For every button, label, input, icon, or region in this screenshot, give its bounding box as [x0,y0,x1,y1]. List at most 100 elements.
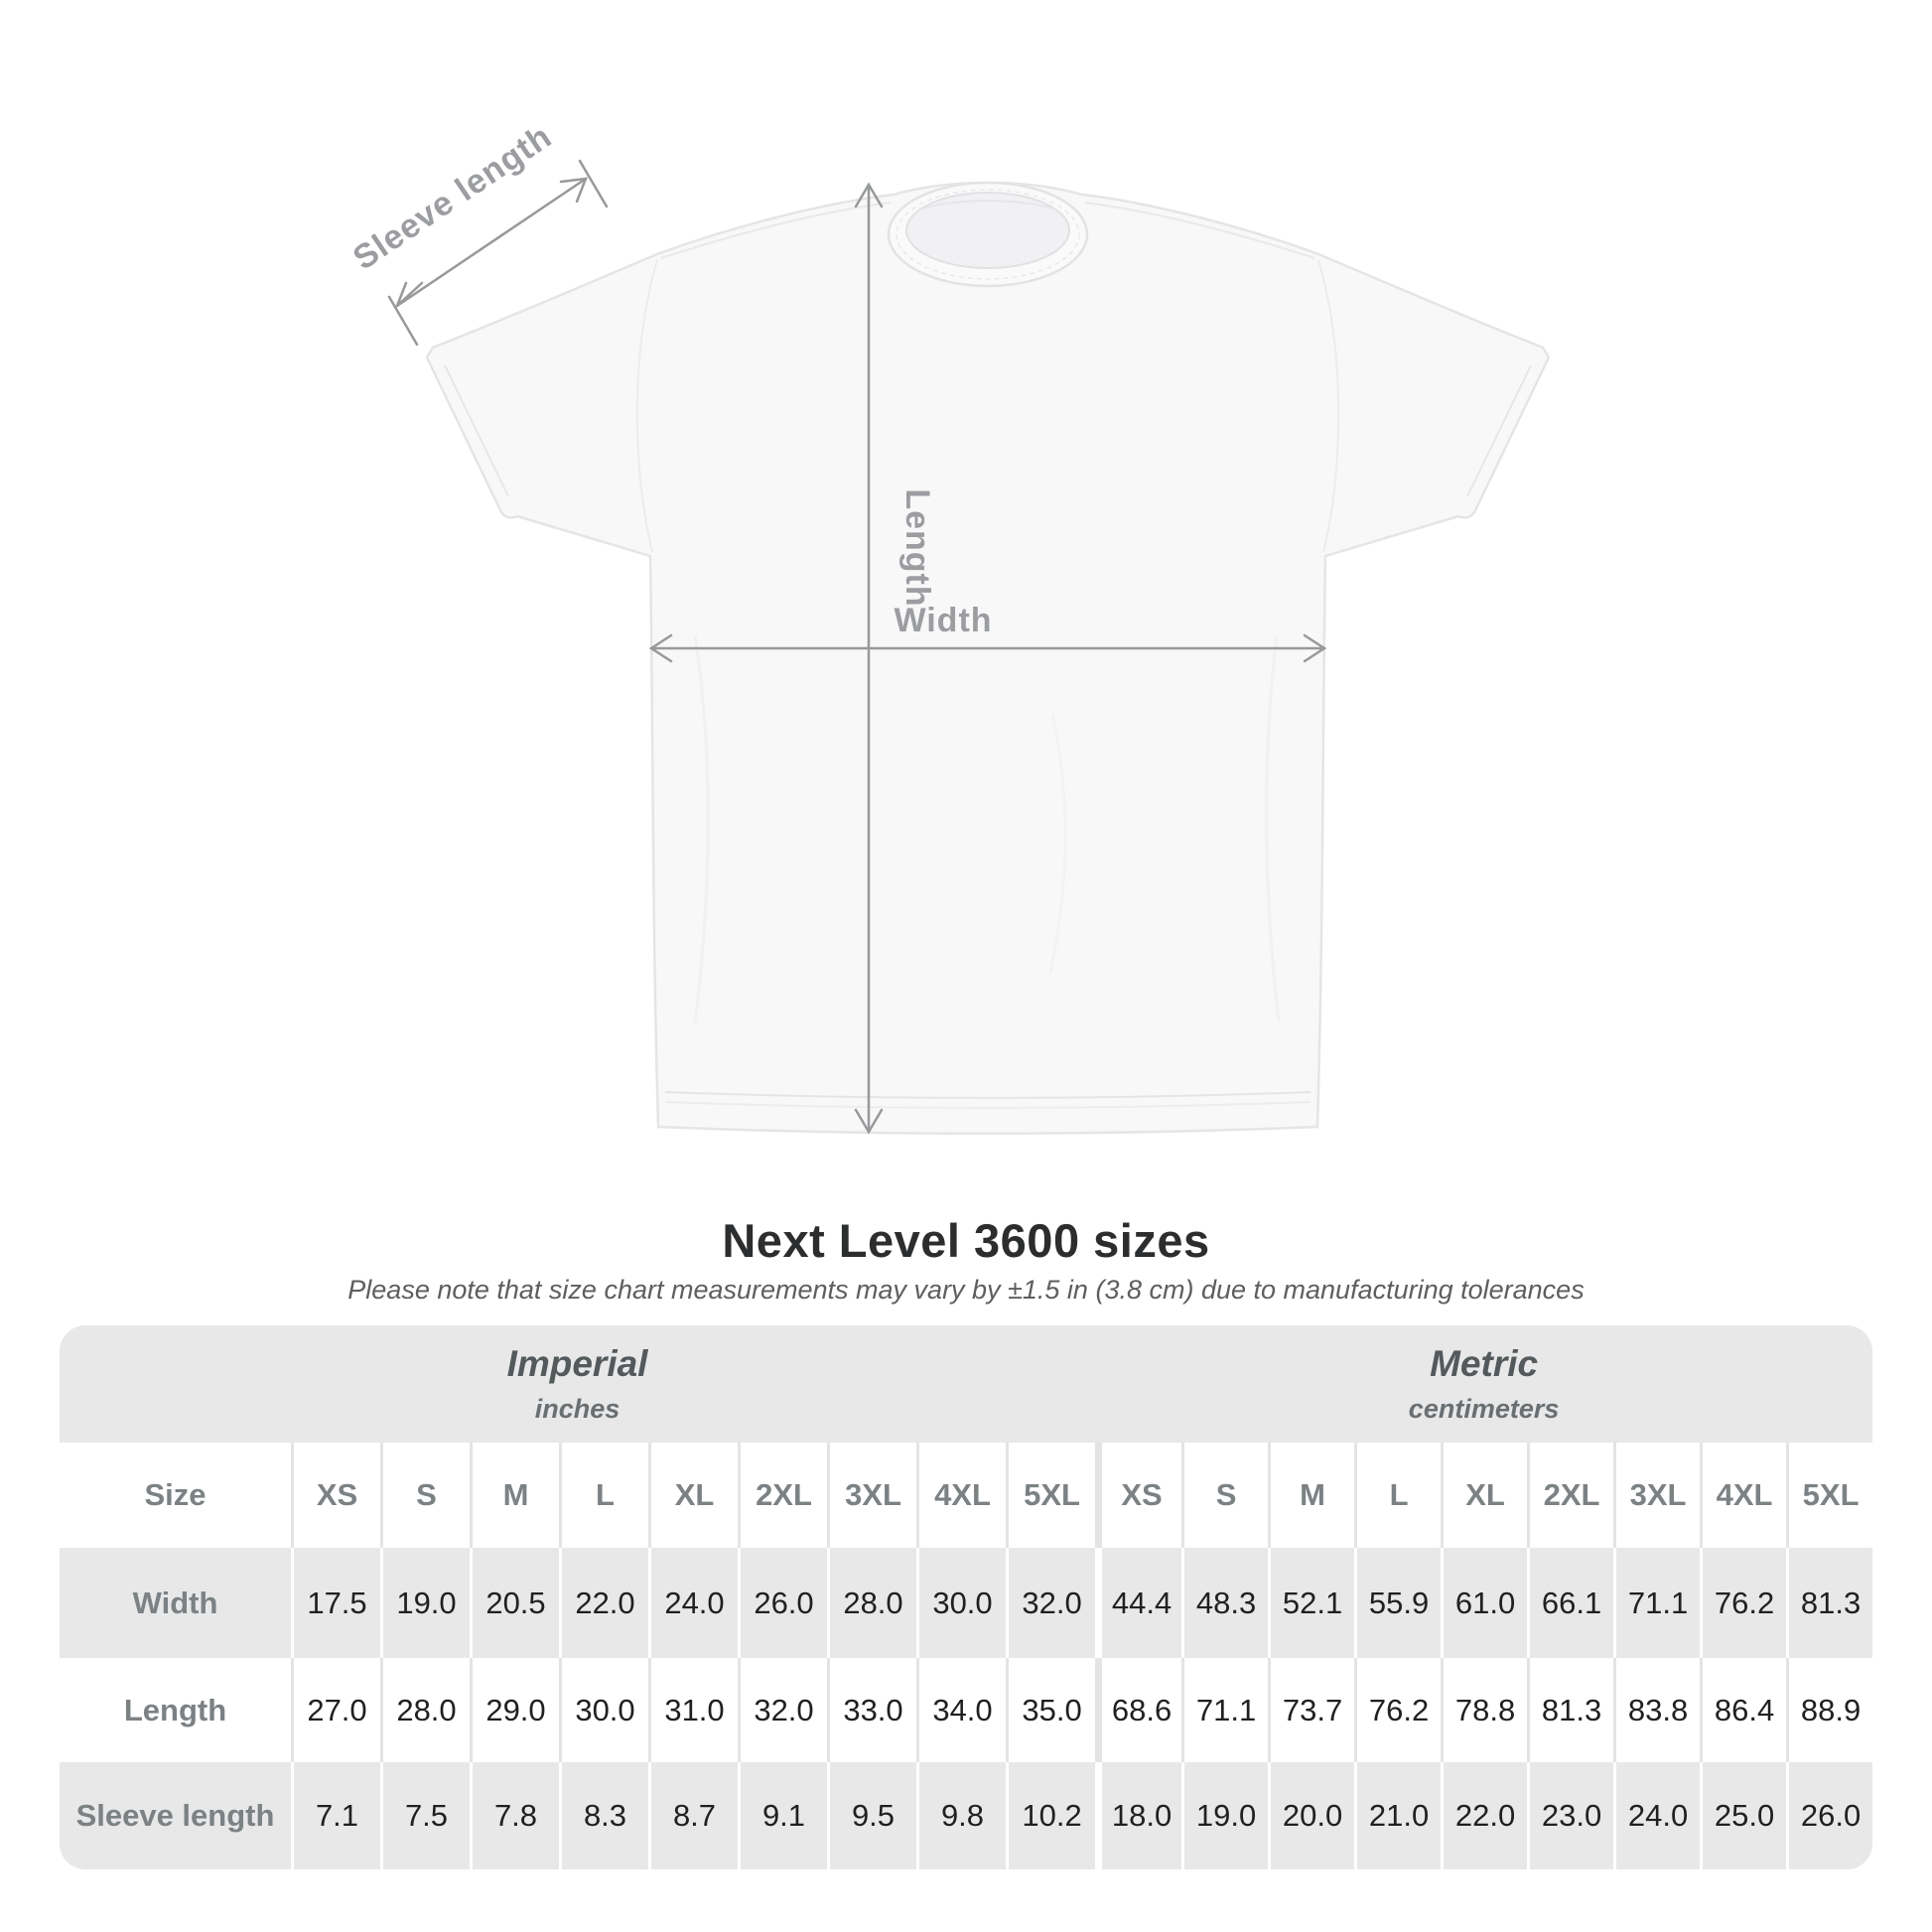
value-cell: 18.0 [1095,1762,1181,1869]
value-cell: 8.3 [559,1762,648,1869]
length-label: Length [898,488,936,607]
tolerance-note: Please note that size chart measurements… [347,1275,1585,1305]
value-cell: 7.8 [470,1762,559,1869]
imperial-sublabel: inches [534,1393,621,1424]
tshirt-body [425,181,1551,1135]
value-cell: 61.0 [1441,1548,1527,1658]
imperial-header: Imperial inches [60,1325,1096,1443]
metric-sublabel: centimeters [1408,1393,1560,1424]
sizes-header-row: Size XS S M L XL 2XL 3XL 4XL 5XL XS S M L XL 2XL 3XL 4XL 5… [60,1443,1872,1548]
value-cell: 55.9 [1354,1548,1441,1658]
row-label: Width [132,1585,218,1620]
value-cell: 10.2 [1006,1762,1095,1869]
tshirt-diagram: Sleeve length Length Width [346,117,1551,1135]
value-cell: 7.1 [291,1762,380,1869]
size-header-metric-L: L [1354,1443,1441,1548]
row-label: Sleeve length [75,1798,275,1833]
value-cell: 7.5 [380,1762,470,1869]
size-header-metric-XS: XS [1095,1443,1181,1548]
value-cell: 86.4 [1700,1658,1786,1762]
value-cell: 78.8 [1441,1658,1527,1762]
size-header-imperial-4XL: 4XL [916,1443,1006,1548]
size-header-imperial-L: L [559,1443,648,1548]
value-cell: 26.0 [1786,1762,1872,1869]
size-header-metric-5XL: 5XL [1786,1443,1872,1548]
value-cell: 29.0 [470,1658,559,1762]
size-header-metric-XL: XL [1441,1443,1527,1548]
measurement-arrows [387,159,1327,1135]
value-cell: 19.0 [1181,1762,1268,1869]
size-table: Imperial inches Metric centimeters Size X… [60,1325,1872,1869]
table-row-width: Width 17.5 19.0 20.5 22.0 24.0 26.0 28.0 30.0 32.… [60,1548,1872,1658]
value-cell: 20.0 [1268,1762,1354,1869]
size-chart: Imperial inches Metric centimeters Size X… [60,1325,1872,1869]
collar-opening [905,192,1070,269]
metric-header: Metric centimeters [1095,1325,1872,1443]
size-column-header: Size [144,1477,207,1512]
value-cell: 24.0 [648,1548,738,1658]
value-cell: 22.0 [1441,1762,1527,1869]
page-title: Next Level 3600 sizes [722,1214,1210,1267]
value-cell: 52.1 [1268,1548,1354,1658]
size-header-imperial-5XL: 5XL [1006,1443,1095,1548]
value-cell: 71.1 [1181,1658,1268,1762]
value-cell: 66.1 [1527,1548,1613,1658]
value-cell: 8.7 [648,1762,738,1869]
value-cell: 24.0 [1613,1762,1700,1869]
row-label: Length [123,1692,227,1727]
value-cell: 34.0 [916,1658,1006,1762]
length-arrow [854,182,884,1135]
size-header-imperial-XS: XS [291,1443,380,1548]
value-cell: 28.0 [380,1658,470,1762]
width-label: Width [894,602,992,639]
size-header-imperial-M: M [470,1443,559,1548]
size-header-metric-S: S [1181,1443,1268,1548]
table-row-length: Length 27.0 28.0 29.0 30.0 31.0 32.0 33.0 34.0 35… [60,1658,1872,1762]
metric-label: Metric [1430,1342,1539,1384]
value-cell: 9.8 [916,1762,1006,1869]
size-header-imperial-3XL: 3XL [827,1443,916,1548]
value-cell: 27.0 [291,1658,380,1762]
value-cell: 76.2 [1700,1548,1786,1658]
value-cell: 32.0 [738,1658,827,1762]
size-header-imperial-S: S [380,1443,470,1548]
value-cell: 30.0 [559,1658,648,1762]
value-cell: 32.0 [1006,1548,1095,1658]
collar-stitch [896,189,1080,280]
size-header-imperial-XL: XL [648,1443,738,1548]
value-cell: 68.6 [1095,1658,1181,1762]
value-cell: 35.0 [1006,1658,1095,1762]
value-cell: 81.3 [1527,1658,1613,1762]
value-cell: 9.5 [827,1762,916,1869]
size-header-imperial-2XL: 2XL [738,1443,827,1548]
value-cell: 9.1 [738,1762,827,1869]
value-cell: 22.0 [559,1548,648,1658]
value-cell: 26.0 [738,1548,827,1658]
value-cell: 20.5 [470,1548,559,1658]
value-cell: 21.0 [1354,1762,1441,1869]
value-cell: 48.3 [1181,1548,1268,1658]
size-header-metric-2XL: 2XL [1527,1443,1613,1548]
value-cell: 44.4 [1095,1548,1181,1658]
value-cell: 19.0 [380,1548,470,1658]
width-arrow [648,633,1327,663]
value-cell: 73.7 [1268,1658,1354,1762]
value-cell: 25.0 [1700,1762,1786,1869]
value-cell: 30.0 [916,1548,1006,1658]
value-cell: 81.3 [1786,1548,1872,1658]
size-header-metric-M: M [1268,1443,1354,1548]
units-header-row: Imperial inches Metric centimeters [60,1325,1872,1443]
value-cell: 31.0 [648,1658,738,1762]
value-cell: 76.2 [1354,1658,1441,1762]
value-cell: 28.0 [827,1548,916,1658]
tshirt-illustration [425,181,1551,1135]
value-cell: 33.0 [827,1658,916,1762]
value-cell: 83.8 [1613,1658,1700,1762]
value-cell: 23.0 [1527,1762,1613,1869]
value-cell: 88.9 [1786,1658,1872,1762]
value-cell: 71.1 [1613,1548,1700,1658]
imperial-label: Imperial [506,1342,648,1384]
size-header-metric-4XL: 4XL [1700,1443,1786,1548]
table-row-sleeve-length: Sleeve length 7.1 7.5 7.8 8.3 8.7 9.1 9.5 9.8 10.… [60,1762,1872,1869]
